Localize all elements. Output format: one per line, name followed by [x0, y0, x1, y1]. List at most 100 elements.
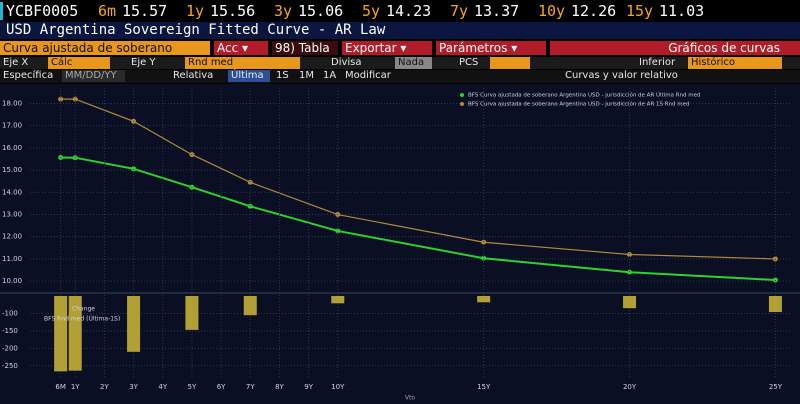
view-bar: Específica MM/DD/YY Relativa Última 1S 1…	[0, 70, 800, 83]
chart-title: Change	[72, 306, 95, 313]
period-button[interactable]: Última	[228, 70, 270, 82]
bar	[127, 296, 141, 352]
y-tick-label: 14.00	[2, 188, 22, 196]
date-field[interactable]: MM/DD/YY	[62, 70, 125, 82]
x-tick-label: 6M	[55, 383, 66, 391]
point	[627, 269, 633, 275]
field[interactable]: Histórico	[688, 57, 782, 69]
x-tick-label: 20Y	[623, 383, 637, 391]
ticker: YCBF0005	[6, 2, 79, 20]
y-tick-label: -250	[2, 362, 18, 370]
bar	[54, 296, 68, 372]
modify-button[interactable]: Modificar	[345, 70, 391, 81]
field[interactable]: Rnd med	[185, 57, 300, 69]
point	[481, 239, 487, 245]
label: Eje X	[3, 57, 29, 68]
field[interactable]	[490, 57, 530, 69]
x-tick-label: 8Y	[275, 383, 284, 391]
panel-title: Gráficos de curvas	[550, 41, 800, 55]
menu-button[interactable]: 98) Tabla	[272, 41, 338, 55]
point	[131, 166, 137, 172]
y-tick-label: 10.00	[2, 277, 22, 285]
point	[627, 251, 633, 257]
field[interactable]: Nada	[395, 57, 432, 69]
point	[247, 179, 253, 185]
toolbar: Curva ajustada de soberano Acc ▾ 98) Tab…	[0, 40, 800, 56]
quote-tenor: 3y	[274, 2, 293, 20]
legend-label: BFS Curva ajustada de soberano Argentina…	[468, 101, 690, 108]
y-tick-label: 12.00	[2, 233, 22, 241]
x-tick-label: 7Y	[246, 383, 255, 391]
y-tick-label: 18.00	[2, 100, 22, 108]
quote-value: 15.57	[122, 2, 168, 20]
label: Específica	[3, 70, 54, 81]
label: Eje Y	[131, 57, 156, 68]
period-button[interactable]: 1S	[276, 70, 289, 81]
x-tick-label: 3Y	[129, 383, 138, 391]
accent	[0, 2, 3, 20]
point	[247, 203, 253, 209]
view-title: Curvas y valor relativo	[565, 70, 678, 81]
point	[481, 255, 487, 261]
quote-value: 15.06	[298, 2, 344, 20]
menu-button[interactable]: Acc ▾	[214, 41, 268, 55]
bar	[331, 296, 345, 304]
label: Inferior	[639, 57, 676, 68]
quote-tenor: 6m	[98, 2, 117, 20]
period-button[interactable]: 1A	[323, 70, 337, 81]
y-tick-label: 15.00	[2, 166, 22, 174]
y-tick-label: 11.00	[2, 255, 22, 263]
bar	[768, 296, 782, 313]
label: PCS	[459, 57, 479, 68]
point	[72, 96, 78, 102]
field[interactable]: Cálc	[48, 57, 110, 69]
bar	[185, 296, 199, 330]
quote-value: 15.56	[210, 2, 256, 20]
quote-tenor: 1y	[186, 2, 205, 20]
title-bar: USD Argentina Sovereign Fitted Curve - A…	[0, 22, 800, 39]
quote-tenor: 7y	[450, 2, 469, 20]
x-tick-label: 1Y	[71, 383, 80, 391]
y-tick-label: -100	[2, 309, 18, 317]
point	[58, 96, 64, 102]
quote-bar: YCBF0005 6m 15.57 1y 15.56 3y 15.06 5y 14.23 7y 1…	[0, 0, 800, 22]
quote-tenor: 15y	[626, 2, 654, 20]
quote-value: 13.37	[474, 2, 520, 20]
bar	[243, 296, 257, 316]
y-tick-label: 16.00	[2, 144, 22, 152]
quote-value: 12.26	[571, 2, 617, 20]
y-tick-label: 17.00	[2, 122, 22, 130]
label: Divisa	[331, 57, 362, 68]
label: Relativa	[173, 70, 214, 81]
menu-button[interactable]: Exportar ▾	[342, 41, 432, 55]
x-tick-label: 2Y	[100, 383, 109, 391]
x-axis-title: Vto	[405, 395, 415, 402]
menu-button[interactable]: Parámetros ▾	[436, 41, 546, 55]
period-button[interactable]: 1M	[299, 70, 314, 81]
point	[772, 256, 778, 262]
bar	[68, 296, 82, 371]
bar	[623, 296, 637, 309]
x-tick-label: 9Y	[304, 383, 313, 391]
point	[335, 228, 341, 234]
quote-value: 14.23	[386, 2, 432, 20]
x-tick-label: 10Y	[331, 383, 345, 391]
quote-value: 11.03	[659, 2, 705, 20]
y-tick-label: -150	[2, 327, 18, 335]
bar	[477, 296, 491, 303]
x-tick-label: 25Y	[769, 383, 783, 391]
legend-label: BFS Curva ajustada de soberano Argentina…	[468, 92, 701, 99]
y-tick-label: -200	[2, 344, 18, 352]
legend-marker	[460, 93, 464, 97]
y-tick-label: 13.00	[2, 211, 22, 219]
curve-field[interactable]: Curva ajustada de soberano	[0, 41, 210, 55]
quote-tenor: 10y	[538, 2, 566, 20]
x-tick-label: 6Y	[217, 383, 226, 391]
x-tick-label: 4Y	[158, 383, 167, 391]
chart-background	[0, 84, 800, 404]
quote-tenor: 5y	[362, 2, 381, 20]
page-title: USD Argentina Sovereign Fitted Curve - A…	[6, 22, 386, 38]
x-tick-label: 5Y	[188, 383, 197, 391]
